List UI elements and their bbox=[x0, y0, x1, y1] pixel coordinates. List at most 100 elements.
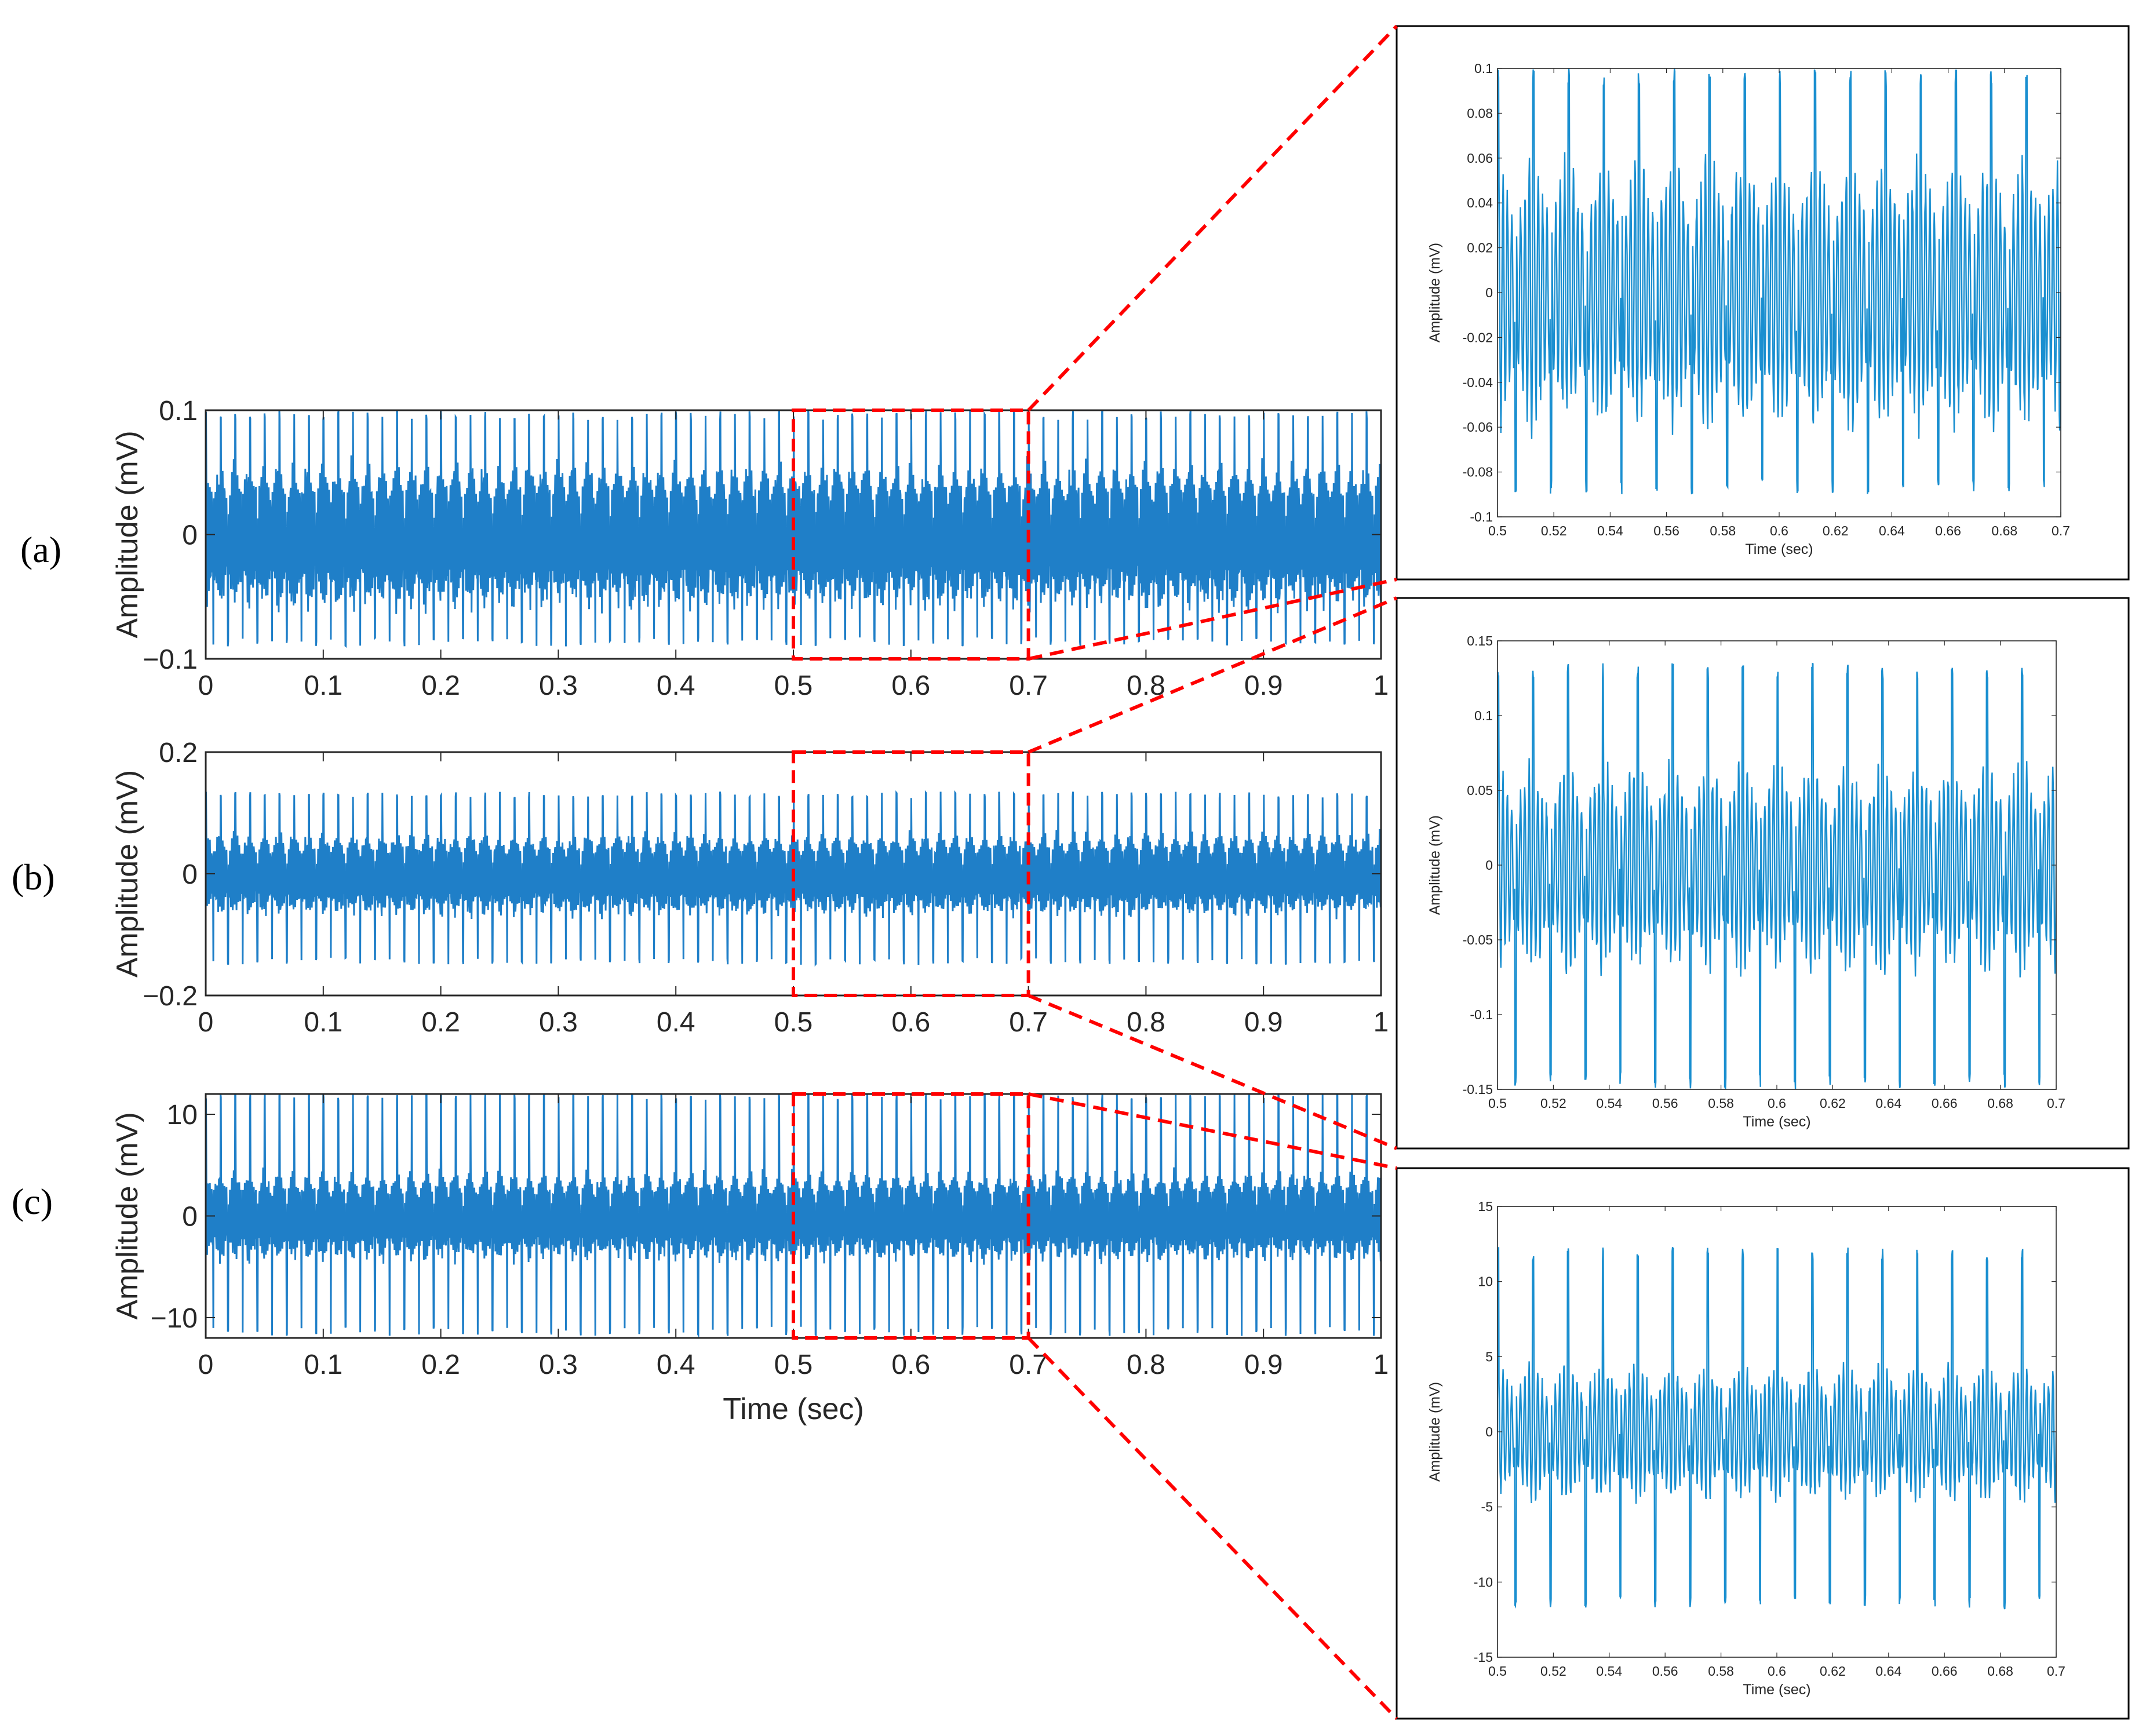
zoom-connector-line bbox=[1028, 994, 1398, 1150]
y-tick-label: -10 bbox=[1474, 1574, 1493, 1589]
x-tick-label: 0.58 bbox=[1708, 1096, 1734, 1111]
x-tick-label: 0.5 bbox=[1488, 1664, 1507, 1679]
x-tick-label: 0.5 bbox=[1488, 1096, 1507, 1111]
x-tick-label: 0.5 bbox=[1488, 523, 1507, 538]
y-axis-label: Amplitude (mV) bbox=[1427, 815, 1443, 915]
y-axis-label: Amplitude (mV) bbox=[111, 1112, 144, 1319]
y-tick-label: 0 bbox=[1485, 285, 1493, 300]
zoom-region-box bbox=[792, 750, 1030, 997]
y-tick-label: 0 bbox=[182, 859, 198, 890]
y-axis-label: Amplitude (mV) bbox=[1427, 1382, 1443, 1482]
y-tick-label: 0 bbox=[1485, 858, 1493, 873]
x-tick-label: 0.58 bbox=[1710, 523, 1736, 538]
chart-a-zoom: 0.5 0.52 0.54 0.56 0.58 0.6 0.62 0.64 0.66 0.68 0.… bbox=[1396, 25, 2130, 581]
y-tick-label: 0.1 bbox=[1474, 61, 1493, 76]
x-tick-label: 0.64 bbox=[1879, 523, 1905, 538]
x-tick-label: 0.66 bbox=[1932, 1096, 1958, 1111]
x-tick-label: 0.6 bbox=[1768, 1096, 1786, 1111]
x-tick-label: 0 bbox=[198, 1007, 214, 1038]
x-tick-label: 0.4 bbox=[657, 1007, 695, 1038]
signal-series-line bbox=[206, 410, 1381, 648]
x-tick-label: 0.64 bbox=[1875, 1664, 1901, 1679]
y-tick-label: −0.1 bbox=[143, 644, 198, 675]
y-tick-label: −10 bbox=[151, 1303, 198, 1334]
x-tick-label: 0.3 bbox=[539, 670, 578, 701]
chart-c: 0 0.1 0.2 0.3 0.4 0.5 0.6 0.7 0.8 0.9 1−10010Ampli… bbox=[12, 1092, 1389, 1426]
x-tick-label: 0.4 bbox=[657, 670, 695, 701]
chart-c-zoom: 0.5 0.52 0.54 0.56 0.58 0.6 0.62 0.64 0.66 0.68 0.… bbox=[1396, 1167, 2130, 1720]
x-tick-label: 1 bbox=[1373, 670, 1389, 701]
panel-label: (b) bbox=[12, 856, 55, 898]
y-tick-label: -0.02 bbox=[1463, 330, 1493, 345]
y-tick-label: -0.05 bbox=[1463, 932, 1493, 947]
zoom-connectors bbox=[1027, 24, 1398, 1720]
zoom-connector-line bbox=[1028, 596, 1398, 754]
x-tick-label: 0.54 bbox=[1597, 523, 1623, 538]
x-tick-label: 0 bbox=[198, 670, 214, 701]
x-tick-label: 0.2 bbox=[421, 1007, 460, 1038]
zoom-region-box bbox=[792, 409, 1030, 661]
x-tick-label: 0.6 bbox=[1768, 1664, 1786, 1679]
x-tick-label: 0.6 bbox=[891, 670, 930, 701]
x-tick-label: 0.56 bbox=[1652, 1096, 1678, 1111]
x-tick-label: 0.6 bbox=[1770, 523, 1788, 538]
x-tick-label: 0.54 bbox=[1596, 1096, 1622, 1111]
y-axis-label: Amplitude (mV) bbox=[1427, 243, 1443, 342]
x-tick-label: 0.66 bbox=[1932, 1664, 1958, 1679]
x-tick-label: 0.54 bbox=[1596, 1664, 1622, 1679]
y-tick-label: 0 bbox=[1485, 1424, 1493, 1439]
y-tick-label: -0.04 bbox=[1463, 375, 1493, 390]
y-tick-label: 0.04 bbox=[1467, 195, 1493, 210]
x-tick-label: 0.68 bbox=[1991, 523, 2017, 538]
y-tick-label: 10 bbox=[167, 1100, 198, 1130]
zoom-connector-line bbox=[1028, 1092, 1397, 1170]
x-tick-label: 0.3 bbox=[539, 1350, 578, 1380]
x-axis-label: Time (sec) bbox=[723, 1392, 864, 1426]
y-tick-label: 0.06 bbox=[1467, 151, 1493, 166]
x-tick-label: 0.1 bbox=[304, 1350, 343, 1380]
x-tick-label: 0.8 bbox=[1127, 1350, 1165, 1380]
y-tick-label: -0.06 bbox=[1463, 420, 1493, 435]
y-tick-label: -15 bbox=[1474, 1650, 1493, 1665]
x-tick-label: 0.4 bbox=[657, 1350, 695, 1380]
x-tick-label: 0.56 bbox=[1653, 523, 1679, 538]
x-tick-label: 0.7 bbox=[1009, 670, 1048, 701]
y-axis-label: Amplitude (mV) bbox=[111, 770, 144, 978]
x-tick-label: 0.3 bbox=[539, 1007, 578, 1038]
x-tick-label: 1 bbox=[1373, 1350, 1389, 1380]
x-tick-label: 0.9 bbox=[1244, 1350, 1283, 1380]
y-tick-label: 0.05 bbox=[1467, 783, 1493, 798]
x-tick-label: 0.8 bbox=[1127, 1007, 1165, 1038]
y-tick-label: -0.15 bbox=[1463, 1082, 1493, 1097]
x-tick-label: 0.62 bbox=[1820, 1664, 1846, 1679]
x-tick-label: 0.2 bbox=[421, 670, 460, 701]
zoom-charts: 0.5 0.52 0.54 0.56 0.58 0.6 0.62 0.64 0.66 0.68 0.… bbox=[1396, 25, 2130, 1720]
x-tick-label: 0.7 bbox=[1009, 1007, 1048, 1038]
y-tick-label: 5 bbox=[1485, 1349, 1493, 1364]
y-tick-label: −0.2 bbox=[143, 981, 198, 1012]
x-axis-label: Time (sec) bbox=[1743, 1114, 1810, 1130]
zoom-connector-line bbox=[1027, 1336, 1398, 1720]
y-tick-label: 10 bbox=[1478, 1274, 1493, 1289]
x-tick-label: 0 bbox=[198, 1350, 214, 1380]
x-tick-label: 0.6 bbox=[891, 1350, 930, 1380]
x-tick-label: 0.7 bbox=[1009, 1350, 1048, 1380]
x-axis-label: Time (sec) bbox=[1745, 541, 1813, 557]
x-tick-label: 0.68 bbox=[1987, 1664, 2013, 1679]
x-tick-label: 0.58 bbox=[1708, 1664, 1734, 1679]
y-tick-label: -0.1 bbox=[1470, 1007, 1493, 1022]
x-tick-label: 0.5 bbox=[774, 1007, 813, 1038]
chart-b: 0 0.1 0.2 0.3 0.4 0.5 0.6 0.7 0.8 0.9 1−0.200.2Amp… bbox=[12, 738, 1389, 1038]
x-tick-label: 0.52 bbox=[1540, 1664, 1566, 1679]
x-tick-label: 0.2 bbox=[421, 1350, 460, 1380]
x-tick-label: 0.7 bbox=[2052, 523, 2070, 538]
x-tick-label: 0.7 bbox=[2047, 1096, 2065, 1111]
x-tick-label: 0.5 bbox=[774, 670, 813, 701]
x-tick-label: 0.9 bbox=[1244, 1007, 1283, 1038]
y-tick-label: 0 bbox=[182, 520, 198, 551]
zoom-connector-line bbox=[1027, 24, 1398, 412]
y-tick-label: 15 bbox=[1478, 1199, 1493, 1214]
signal-series-line bbox=[1498, 662, 2056, 1089]
x-tick-label: 0.6 bbox=[891, 1007, 930, 1038]
